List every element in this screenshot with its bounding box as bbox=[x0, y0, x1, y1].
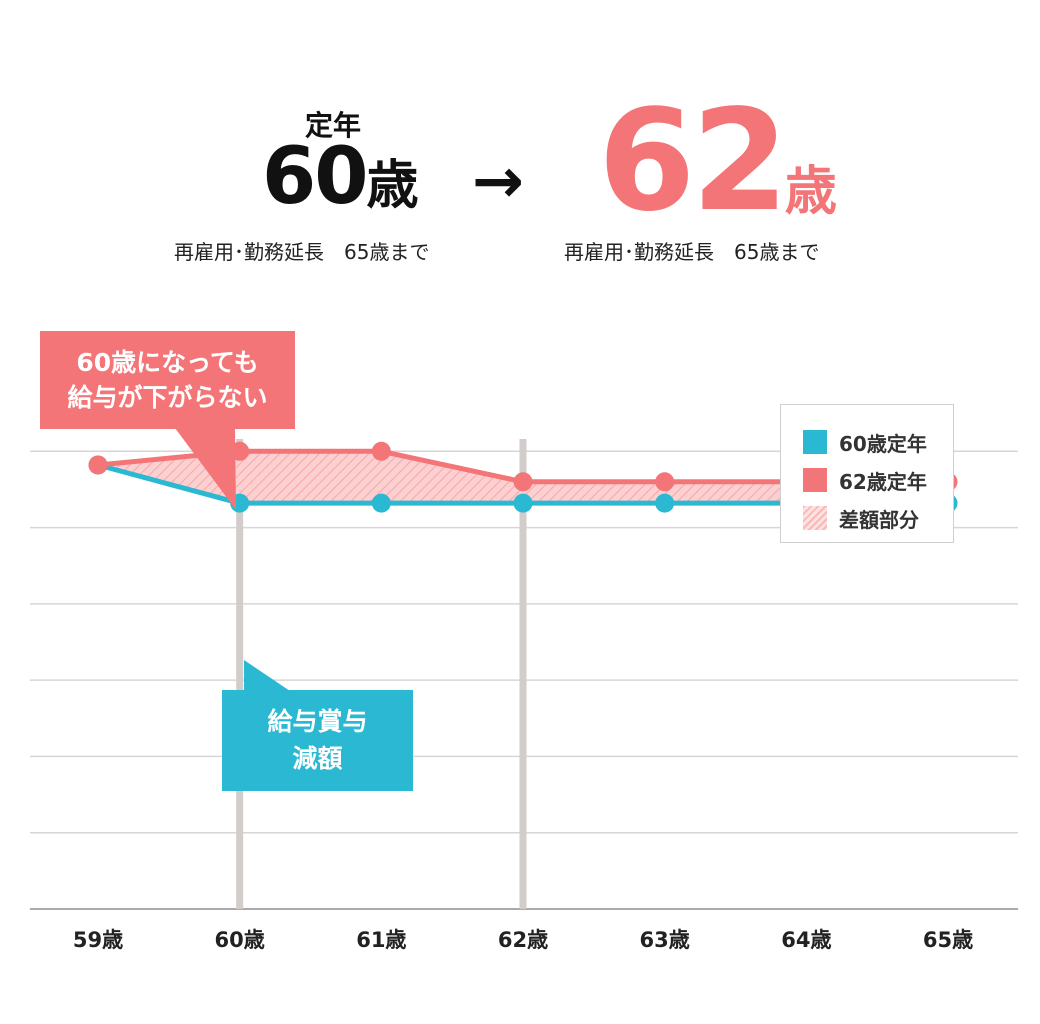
red-callout-line1: 60歳になっても bbox=[76, 348, 259, 377]
blue-callout-line2: 減額 bbox=[292, 743, 343, 773]
right-age-number: 62 bbox=[598, 80, 789, 243]
red-callout-line2: 給与が下がらない bbox=[67, 383, 268, 412]
legend-item-60: 60歳定年 bbox=[803, 423, 953, 461]
blue-callout-line1: 給与賞与 bbox=[267, 707, 368, 737]
legend-item-diff: 差額部分 bbox=[803, 499, 953, 537]
right-age-unit: 歳 bbox=[784, 162, 837, 222]
data-point bbox=[513, 472, 533, 492]
x-tick-label: 65歳 bbox=[922, 928, 974, 952]
data-point bbox=[88, 455, 108, 475]
x-tick-label: 61歳 bbox=[356, 928, 407, 952]
red-callout-pointer bbox=[175, 428, 236, 510]
arrow-icon: → bbox=[472, 144, 524, 217]
legend-swatch-hatch bbox=[803, 506, 827, 530]
blue-callout-pointer bbox=[244, 660, 290, 691]
legend: 60歳定年 62歳定年 差額部分 bbox=[780, 404, 954, 543]
header-right-subtitle: 再雇用･勤務延長 65歳まで bbox=[564, 240, 820, 264]
difference-area bbox=[98, 451, 949, 504]
data-point bbox=[655, 493, 675, 513]
left-age-number: 60 bbox=[262, 132, 369, 222]
legend-item-62: 62歳定年 bbox=[803, 461, 953, 499]
header-left-label: 定年 bbox=[305, 109, 362, 142]
red-callout: 60歳になっても 給与が下がらない bbox=[40, 331, 295, 429]
legend-label: 62歳定年 bbox=[839, 469, 927, 494]
header-left-subtitle: 再雇用･勤務延長 65歳まで bbox=[174, 240, 430, 264]
x-tick-label: 63歳 bbox=[639, 928, 690, 952]
header-right-age: 62歳 bbox=[598, 92, 837, 232]
x-tick-label: 59歳 bbox=[72, 928, 124, 952]
data-point bbox=[655, 472, 675, 492]
legend-label: 差額部分 bbox=[839, 507, 919, 532]
left-age-unit: 歳 bbox=[366, 156, 419, 216]
legend-label: 60歳定年 bbox=[839, 431, 927, 456]
x-tick-label: 62歳 bbox=[497, 928, 549, 952]
x-tick-label: 64歳 bbox=[781, 928, 832, 952]
header-left-age: 60歳 bbox=[262, 138, 419, 216]
highlight-lines bbox=[236, 439, 527, 909]
data-point bbox=[371, 441, 391, 461]
data-point bbox=[371, 493, 391, 513]
x-tick-label: 60歳 bbox=[214, 928, 265, 952]
data-point bbox=[513, 493, 533, 513]
legend-swatch-blue bbox=[803, 430, 827, 454]
blue-callout: 給与賞与 減額 bbox=[222, 690, 413, 791]
legend-swatch-red bbox=[803, 468, 827, 492]
